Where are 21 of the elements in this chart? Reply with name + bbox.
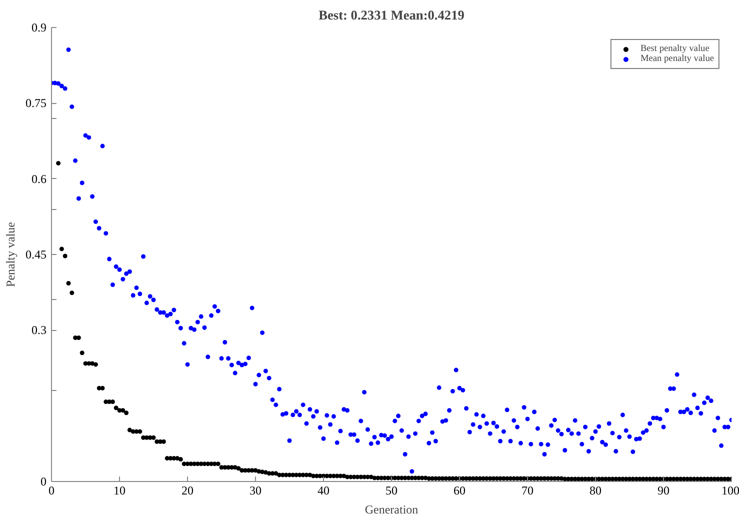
legend-label: Best penalty value (640, 44, 710, 54)
x-axis-title: Generation (364, 502, 418, 516)
chart-title: Best: 0.2331 Mean:0.4219 (318, 8, 465, 22)
y-tick-label: 0.6 (32, 172, 46, 186)
x-tick-label: 100 (722, 484, 739, 498)
x-tick-label: 90 (658, 484, 670, 498)
x-tick-label: 10 (114, 484, 126, 498)
y-tick-label: 0.45 (26, 248, 46, 262)
x-tick-label: 70 (522, 484, 534, 498)
legend-label: Mean penalty value (640, 54, 714, 64)
y-tick-label: 0.9 (32, 20, 46, 34)
x-tick-label: 50 (386, 484, 398, 498)
y-tick-label: 0 (40, 474, 46, 488)
x-tick-label: 20 (182, 484, 194, 498)
y-tick-label: 0.75 (26, 96, 46, 110)
x-tick-label: 60 (454, 484, 466, 498)
x-tick-label: 80 (590, 484, 602, 498)
y-tick-label: 0.3 (32, 323, 46, 338)
y-axis-title: Penalty value (4, 222, 18, 287)
x-tick-label: 30 (250, 484, 262, 498)
x-tick-label: 40 (318, 484, 330, 498)
